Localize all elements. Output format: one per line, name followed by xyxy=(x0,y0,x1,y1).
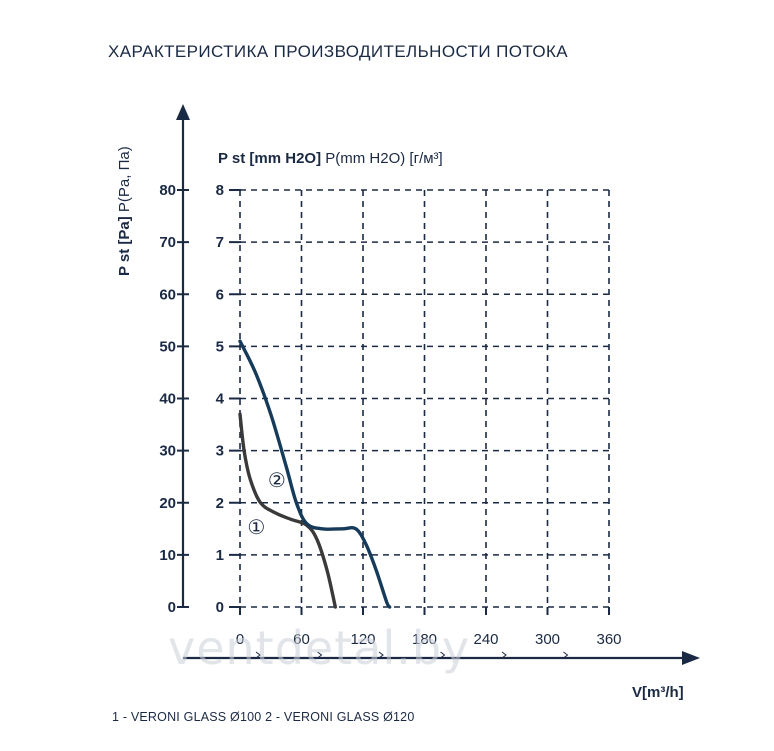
y-left-tick-label: 20 xyxy=(159,495,176,512)
y-right-tick-label: 2 xyxy=(216,495,224,512)
series-label-2: ② xyxy=(268,468,286,492)
y-right-tick-label: 0 xyxy=(216,599,224,616)
y-left-tick-label: 80 xyxy=(159,182,176,199)
x-small-arrow-icon xyxy=(255,651,261,659)
x-tick-label: 120 xyxy=(350,631,375,648)
x-tick-label: 360 xyxy=(596,631,621,648)
x-tick-label: 180 xyxy=(412,631,437,648)
y-left-tick-label: 40 xyxy=(159,391,176,408)
x-small-arrow-icon xyxy=(501,651,507,659)
x-tick-label: 0 xyxy=(236,631,244,648)
chart-title: ХАРАКТЕРИСТИКА ПРОИЗВОДИТЕЛЬНОСТИ ПОТОКА xyxy=(108,42,569,61)
x-tick-label: 300 xyxy=(535,631,560,648)
y-left-tick-label: 10 xyxy=(159,547,176,564)
x-small-arrow-icon xyxy=(440,651,446,659)
x-small-arrow-icon xyxy=(378,651,384,659)
y-right-axis-label: P st [mm H2O] P(mm H2O) [г/м³] xyxy=(218,150,443,167)
y-right-tick-label: 6 xyxy=(216,286,224,303)
y-left-tick-label: 50 xyxy=(159,338,176,355)
y-left-axis-label: P st [Pa] P(Pa, Па) xyxy=(116,146,133,276)
y-left-ticks: 0 10 20 30 40 50 60 70 80 xyxy=(159,182,189,616)
y-right-tick-label: 4 xyxy=(216,391,225,408)
x-ticks: 0 60 120 180 240 300 360 xyxy=(236,607,622,659)
series-label-1: ① xyxy=(247,515,265,539)
x-axis-label: V[m³/h] xyxy=(632,684,684,701)
grid-lines xyxy=(239,189,610,608)
y-left-tick-label: 0 xyxy=(168,599,176,616)
legend-footer: 1 - VERONI GLASS Ø100 2 - VERONI GLASS Ø… xyxy=(112,710,415,724)
y-right-ticks: 0 1 2 3 4 5 6 7 8 xyxy=(216,182,241,616)
series-line-2 xyxy=(238,339,392,609)
y-right-tick-label: 7 xyxy=(216,234,224,251)
x-axis-arrow-icon xyxy=(682,651,700,665)
y-right-tick-label: 3 xyxy=(216,443,224,460)
series-line-1 xyxy=(238,412,338,609)
x-tick-label: 240 xyxy=(473,631,498,648)
y-left-tick-label: 30 xyxy=(159,443,176,460)
x-small-arrow-icon xyxy=(317,651,323,659)
y-right-tick-label: 1 xyxy=(216,547,224,564)
y-right-tick-label: 5 xyxy=(216,338,224,355)
x-tick-label: 60 xyxy=(293,631,310,648)
y-right-tick-label: 8 xyxy=(216,182,224,199)
y-left-tick-label: 70 xyxy=(159,234,176,251)
curves: ①② xyxy=(238,339,392,609)
y-axis-arrow-icon xyxy=(176,104,190,120)
y-left-tick-label: 60 xyxy=(159,286,176,303)
x-small-arrow-icon xyxy=(563,651,569,659)
watermark: ventdetal.by xyxy=(168,621,470,675)
